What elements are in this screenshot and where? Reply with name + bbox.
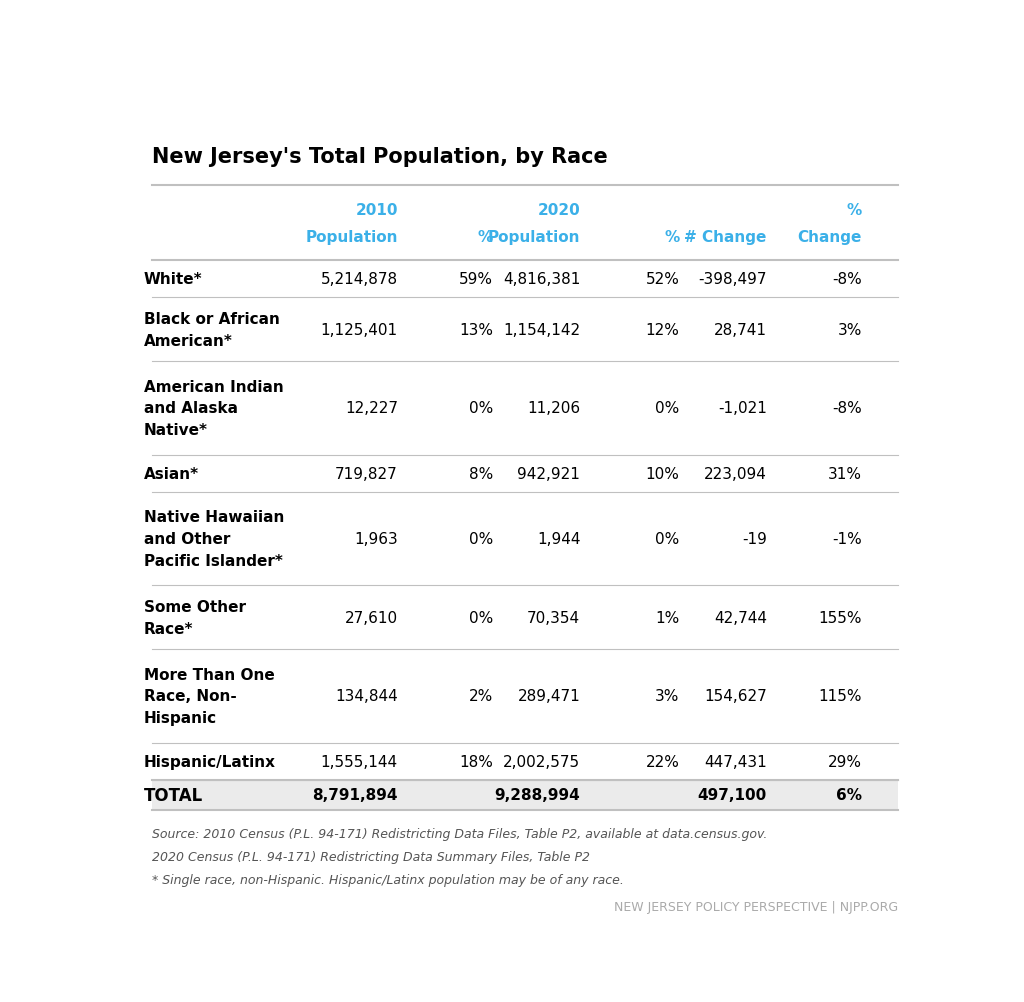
Text: 2%: 2% [469, 688, 494, 703]
Text: 27,610: 27,610 [345, 610, 397, 625]
Text: 942,921: 942,921 [517, 466, 581, 481]
Text: 2020: 2020 [538, 202, 581, 217]
Text: 0%: 0% [469, 401, 494, 416]
Text: Race, Non-: Race, Non- [143, 688, 237, 703]
Text: 3%: 3% [655, 688, 680, 703]
Text: 59%: 59% [459, 272, 494, 287]
Text: %: % [478, 229, 494, 244]
Text: 2010: 2010 [355, 202, 397, 217]
Text: -1,021: -1,021 [718, 401, 767, 416]
Text: Black or African: Black or African [143, 312, 280, 327]
Text: 13%: 13% [459, 323, 494, 338]
Bar [152, 780, 898, 810]
Text: -8%: -8% [833, 272, 862, 287]
Text: 5,214,878: 5,214,878 [321, 272, 397, 287]
Text: 4,816,381: 4,816,381 [503, 272, 581, 287]
Text: 8,791,894: 8,791,894 [312, 788, 397, 803]
Text: 8%: 8% [469, 466, 494, 481]
Text: 52%: 52% [646, 272, 680, 287]
Text: Source: 2010 Census (P.L. 94-171) Redistricting Data Files, Table P2, available : Source: 2010 Census (P.L. 94-171) Redist… [152, 827, 767, 840]
Text: New Jersey's Total Population, by Race: New Jersey's Total Population, by Race [152, 147, 607, 167]
Text: 223,094: 223,094 [703, 466, 767, 481]
Text: %: % [847, 202, 862, 217]
Text: 1,944: 1,944 [537, 531, 581, 546]
Text: 2,002,575: 2,002,575 [503, 754, 581, 769]
Text: Some Other: Some Other [143, 599, 246, 614]
Text: 42,744: 42,744 [714, 610, 767, 625]
Text: More Than One: More Than One [143, 667, 274, 682]
Text: NEW JERSEY POLICY PERSPECTIVE | NJPP.ORG: NEW JERSEY POLICY PERSPECTIVE | NJPP.ORG [613, 901, 898, 914]
Text: and Alaska: and Alaska [143, 401, 238, 416]
Text: Population: Population [305, 229, 397, 244]
Text: 1,154,142: 1,154,142 [503, 323, 581, 338]
Text: 0%: 0% [655, 531, 680, 546]
Text: * Single race, non-Hispanic. Hispanic/Latinx population may be of any race.: * Single race, non-Hispanic. Hispanic/La… [152, 874, 624, 887]
Text: 1%: 1% [655, 610, 680, 625]
Text: 289,471: 289,471 [517, 688, 581, 703]
Text: -1%: -1% [833, 531, 862, 546]
Text: Native*: Native* [143, 423, 208, 438]
Text: 447,431: 447,431 [705, 754, 767, 769]
Text: 719,827: 719,827 [335, 466, 397, 481]
Text: -398,497: -398,497 [698, 272, 767, 287]
Text: 29%: 29% [828, 754, 862, 769]
Text: 10%: 10% [646, 466, 680, 481]
Text: 12,227: 12,227 [345, 401, 397, 416]
Text: 3%: 3% [838, 323, 862, 338]
Text: 12%: 12% [646, 323, 680, 338]
Text: 1,125,401: 1,125,401 [321, 323, 397, 338]
Text: 0%: 0% [655, 401, 680, 416]
Text: %: % [665, 229, 680, 244]
Text: 155%: 155% [818, 610, 862, 625]
Text: TOTAL: TOTAL [143, 787, 203, 804]
Text: 28,741: 28,741 [714, 323, 767, 338]
Text: 115%: 115% [818, 688, 862, 703]
Text: Native Hawaiian: Native Hawaiian [143, 510, 285, 525]
Text: Population: Population [487, 229, 581, 244]
Text: -19: -19 [742, 531, 767, 546]
Text: 6%: 6% [836, 788, 862, 803]
Text: 497,100: 497,100 [697, 788, 767, 803]
Text: 22%: 22% [646, 754, 680, 769]
Text: 154,627: 154,627 [705, 688, 767, 703]
Text: 70,354: 70,354 [527, 610, 581, 625]
Text: American Indian: American Indian [143, 380, 284, 395]
Text: American*: American* [143, 334, 232, 349]
Text: 134,844: 134,844 [335, 688, 397, 703]
Text: 2020 Census (P.L. 94-171) Redistricting Data Summary Files, Table P2: 2020 Census (P.L. 94-171) Redistricting … [152, 851, 590, 863]
Text: 18%: 18% [459, 754, 494, 769]
Text: Asian*: Asian* [143, 466, 199, 481]
Text: # Change: # Change [684, 229, 767, 244]
Text: -8%: -8% [833, 401, 862, 416]
Text: 31%: 31% [828, 466, 862, 481]
Text: 9,288,994: 9,288,994 [495, 788, 581, 803]
Text: Pacific Islander*: Pacific Islander* [143, 553, 283, 568]
Text: Hispanic/Latinx: Hispanic/Latinx [143, 754, 275, 769]
Text: Race*: Race* [143, 621, 194, 636]
Text: 0%: 0% [469, 610, 494, 625]
Text: 1,963: 1,963 [354, 531, 397, 546]
Text: Hispanic: Hispanic [143, 710, 217, 725]
Text: White*: White* [143, 272, 203, 287]
Text: 1,555,144: 1,555,144 [321, 754, 397, 769]
Text: Change: Change [798, 229, 862, 244]
Text: and Other: and Other [143, 531, 230, 546]
Text: 0%: 0% [469, 531, 494, 546]
Text: 11,206: 11,206 [527, 401, 581, 416]
